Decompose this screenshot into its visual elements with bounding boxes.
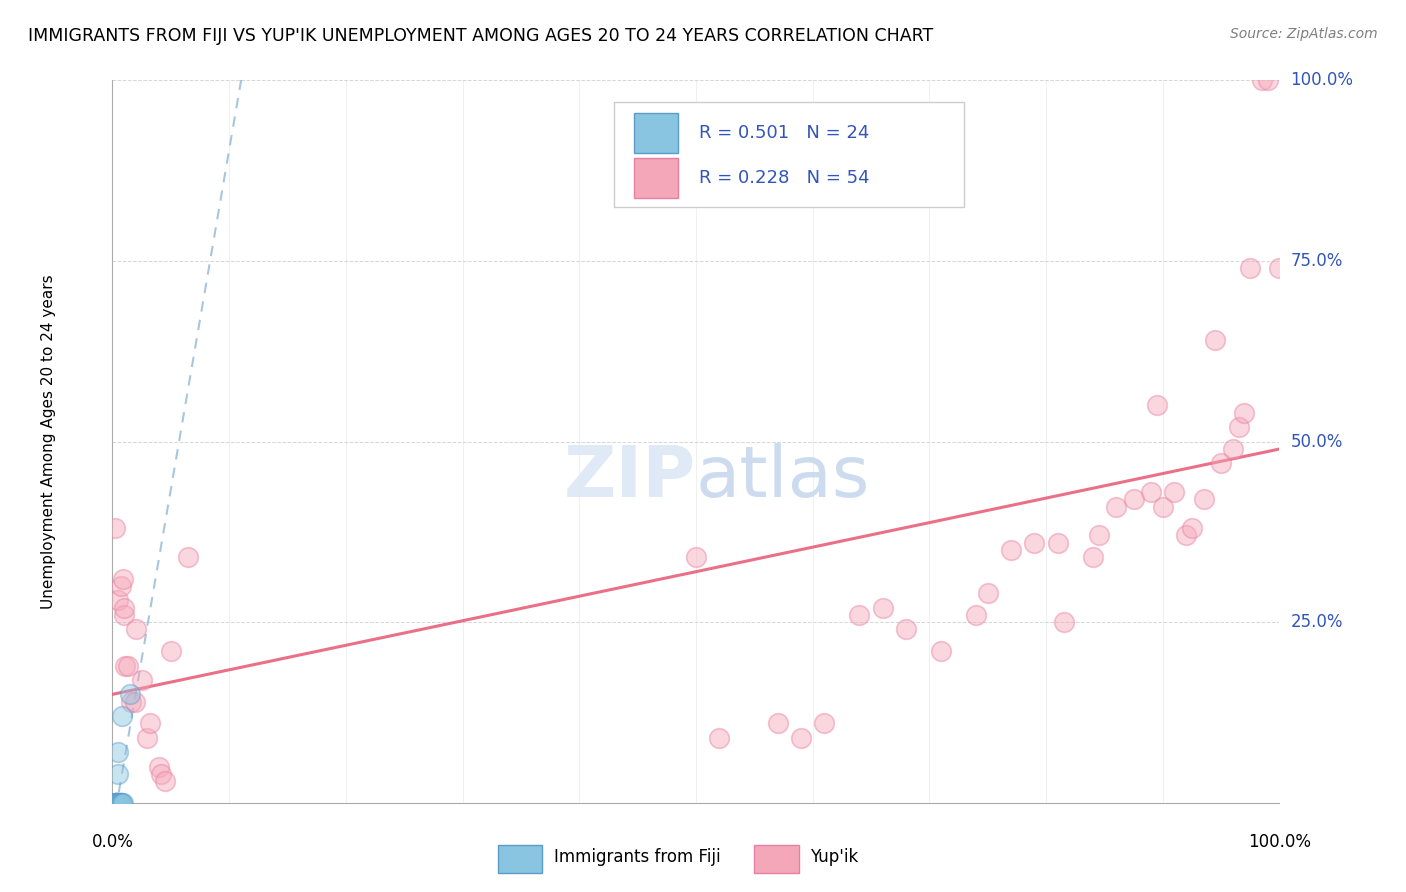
Point xyxy=(139,716,162,731)
Point xyxy=(160,644,183,658)
Point xyxy=(790,731,813,745)
Point xyxy=(105,796,128,810)
Point xyxy=(117,658,139,673)
Point xyxy=(105,796,128,810)
Point xyxy=(104,796,127,810)
Point xyxy=(177,550,200,565)
Point xyxy=(110,579,132,593)
Text: 50.0%: 50.0% xyxy=(1291,433,1343,450)
Text: R = 0.228   N = 54: R = 0.228 N = 54 xyxy=(699,169,870,186)
Text: 100.0%: 100.0% xyxy=(1291,71,1354,89)
Point xyxy=(1175,528,1198,542)
Point xyxy=(125,623,148,637)
Point xyxy=(108,796,131,810)
Text: Yup'ik: Yup'ik xyxy=(810,848,859,866)
Point xyxy=(1204,334,1226,348)
Point xyxy=(766,716,789,731)
Point xyxy=(104,796,127,810)
FancyBboxPatch shape xyxy=(498,846,541,873)
Text: Unemployment Among Ages 20 to 24 years: Unemployment Among Ages 20 to 24 years xyxy=(41,274,56,609)
Point xyxy=(111,796,134,810)
Point xyxy=(872,600,894,615)
Point xyxy=(1163,485,1185,500)
Point xyxy=(111,572,134,586)
Point xyxy=(1081,550,1104,565)
Point xyxy=(1268,261,1291,276)
Point xyxy=(118,687,141,701)
Point xyxy=(150,767,173,781)
Point xyxy=(108,796,131,810)
Text: ZIP: ZIP xyxy=(564,443,696,512)
Point xyxy=(1000,542,1022,557)
Point xyxy=(685,550,707,565)
Point xyxy=(124,695,146,709)
Text: R = 0.501   N = 24: R = 0.501 N = 24 xyxy=(699,124,870,142)
FancyBboxPatch shape xyxy=(614,102,965,207)
Point xyxy=(107,796,129,810)
Point xyxy=(965,607,987,622)
Point xyxy=(107,593,129,607)
Point xyxy=(131,673,153,687)
Point xyxy=(976,586,998,600)
Point xyxy=(1251,73,1274,87)
Point xyxy=(110,796,132,810)
Text: Immigrants from Fiji: Immigrants from Fiji xyxy=(554,848,720,866)
Point xyxy=(1046,535,1069,549)
Point xyxy=(709,731,731,745)
Point xyxy=(1233,406,1256,420)
Point xyxy=(105,796,128,810)
Point xyxy=(153,774,176,789)
Point xyxy=(108,796,131,810)
Point xyxy=(1024,535,1046,549)
Point xyxy=(1087,528,1109,542)
Point xyxy=(110,796,132,810)
FancyBboxPatch shape xyxy=(634,113,679,153)
Point xyxy=(1105,500,1128,514)
Text: 0.0%: 0.0% xyxy=(91,833,134,851)
FancyBboxPatch shape xyxy=(755,846,799,873)
Point xyxy=(1152,500,1174,514)
Point xyxy=(105,796,128,810)
Point xyxy=(1192,492,1215,507)
Point xyxy=(112,607,135,622)
Point xyxy=(111,796,134,810)
Point xyxy=(1239,261,1261,276)
Point xyxy=(813,716,835,731)
Point xyxy=(136,731,159,745)
Point xyxy=(120,695,142,709)
Point xyxy=(104,796,127,810)
Point xyxy=(1257,73,1279,87)
Point xyxy=(1222,442,1244,456)
Point xyxy=(929,644,952,658)
Text: Source: ZipAtlas.com: Source: ZipAtlas.com xyxy=(1230,27,1378,41)
Point xyxy=(1209,456,1232,470)
Point xyxy=(112,600,135,615)
Point xyxy=(1181,521,1204,535)
Point xyxy=(114,658,136,673)
Point xyxy=(104,521,127,535)
Text: 100.0%: 100.0% xyxy=(1249,833,1310,851)
Point xyxy=(1146,398,1168,412)
Point xyxy=(107,767,129,781)
FancyBboxPatch shape xyxy=(634,158,679,198)
Point xyxy=(104,796,127,810)
Text: 25.0%: 25.0% xyxy=(1291,613,1343,632)
Point xyxy=(104,796,127,810)
Point xyxy=(1140,485,1163,500)
Point xyxy=(110,796,132,810)
Point xyxy=(148,760,170,774)
Point xyxy=(1052,615,1074,630)
Point xyxy=(848,607,870,622)
Point xyxy=(111,709,134,723)
Point xyxy=(1227,420,1250,434)
Point xyxy=(107,796,129,810)
Point xyxy=(894,623,917,637)
Text: IMMIGRANTS FROM FIJI VS YUP'IK UNEMPLOYMENT AMONG AGES 20 TO 24 YEARS CORRELATIO: IMMIGRANTS FROM FIJI VS YUP'IK UNEMPLOYM… xyxy=(28,27,934,45)
Point xyxy=(107,745,129,759)
Point xyxy=(107,796,129,810)
Text: 75.0%: 75.0% xyxy=(1291,252,1343,270)
Point xyxy=(1122,492,1144,507)
Text: atlas: atlas xyxy=(696,443,870,512)
